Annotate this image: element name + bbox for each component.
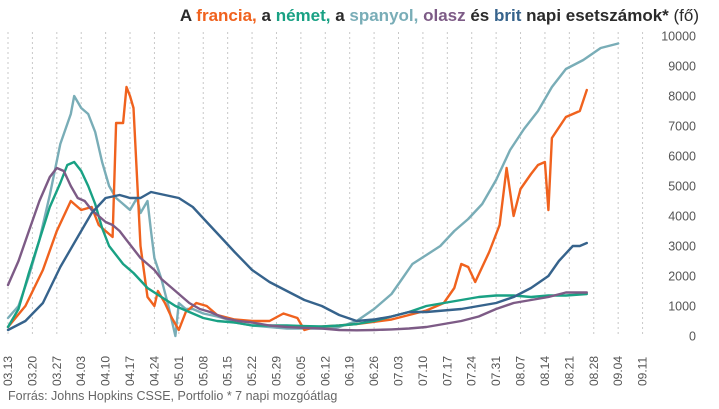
x-tick-label: 07.31 <box>489 356 503 386</box>
title-part-1: A <box>179 6 197 25</box>
x-tick-label: 04.24 <box>147 356 161 386</box>
y-tick-label: 7000 <box>668 120 696 134</box>
x-tick-label: 04.10 <box>99 356 113 386</box>
x-tick-label: 07.03 <box>392 356 406 386</box>
y-tick-label: 4000 <box>668 210 696 224</box>
y-tick-label: 6000 <box>668 150 696 164</box>
x-tick-label: 09.04 <box>611 356 625 386</box>
x-tick-label: 07.10 <box>416 356 430 386</box>
title-unit: (fő) <box>673 6 700 25</box>
y-tick-label: 9000 <box>668 60 696 74</box>
title-part-6: napi esetszámok* <box>521 6 674 25</box>
x-tick-label: 03.13 <box>1 356 15 386</box>
y-tick-label: 8000 <box>668 90 696 104</box>
y-tick-label: 5000 <box>668 180 696 194</box>
title-olasz: olasz <box>423 6 466 25</box>
x-tick-label: 05.15 <box>221 356 235 386</box>
series-line-brit <box>6 190 588 332</box>
x-tick-label: 05.08 <box>196 356 210 386</box>
y-tick-label: 0 <box>689 330 696 344</box>
x-tick-label: 03.27 <box>50 356 64 386</box>
y-axis: 0 1000 2000 3000 4000 5000 6000 7000 8000 9000 100… <box>661 30 696 344</box>
title-spanyol: spanyol, <box>349 6 419 25</box>
x-tick-label: 04.03 <box>74 356 88 386</box>
series-line-német <box>6 160 588 329</box>
x-tick-label: 06.19 <box>343 356 357 386</box>
x-tick-label: 05.01 <box>172 356 186 386</box>
title-brit: brit <box>493 6 522 25</box>
title-part-5: és <box>465 6 494 25</box>
x-tick-label: 08.07 <box>514 356 528 386</box>
y-tick-label: 10000 <box>661 30 696 44</box>
x-tick-label: 03.20 <box>25 356 39 386</box>
y-tick-label: 1000 <box>668 300 696 314</box>
y-tick-label: 2000 <box>668 270 696 284</box>
series-lines <box>6 42 620 338</box>
title-part-2: a <box>256 6 276 25</box>
title-part-3: a <box>330 6 350 25</box>
x-tick-label: 06.12 <box>318 356 332 386</box>
x-tick-label: 09.11 <box>636 357 650 386</box>
source-note: Forrás: Johns Hopkins CSSE, Portfolio * … <box>8 389 338 403</box>
x-tick-label: 08.14 <box>538 356 552 386</box>
series-line-olasz <box>6 166 588 332</box>
title-nemet: német, <box>275 6 331 25</box>
series-line-francia <box>6 85 588 332</box>
title-francia: francia, <box>196 6 257 25</box>
y-tick-label: 3000 <box>668 240 696 254</box>
x-tick-label: 08.21 <box>562 356 576 386</box>
series-line-spanyol <box>6 42 620 338</box>
x-tick-label: 05.29 <box>269 356 283 386</box>
x-tick-label: 07.17 <box>440 356 454 386</box>
x-tick-label: 06.26 <box>367 356 381 386</box>
x-tick-label: 07.24 <box>465 356 479 386</box>
x-tick-label: 05.22 <box>245 356 259 386</box>
x-tick-label: 04.17 <box>123 356 137 386</box>
x-tick-label: 08.28 <box>587 356 601 386</box>
x-axis: 03.13 03.20 03.27 04.03 04.10 04.17 04.24 05.01… <box>1 356 650 386</box>
x-tick-label: 06.05 <box>294 356 308 386</box>
gridlines <box>7 32 644 336</box>
chart-title: A francia, a német, a spanyol, olasz és … <box>180 6 699 26</box>
